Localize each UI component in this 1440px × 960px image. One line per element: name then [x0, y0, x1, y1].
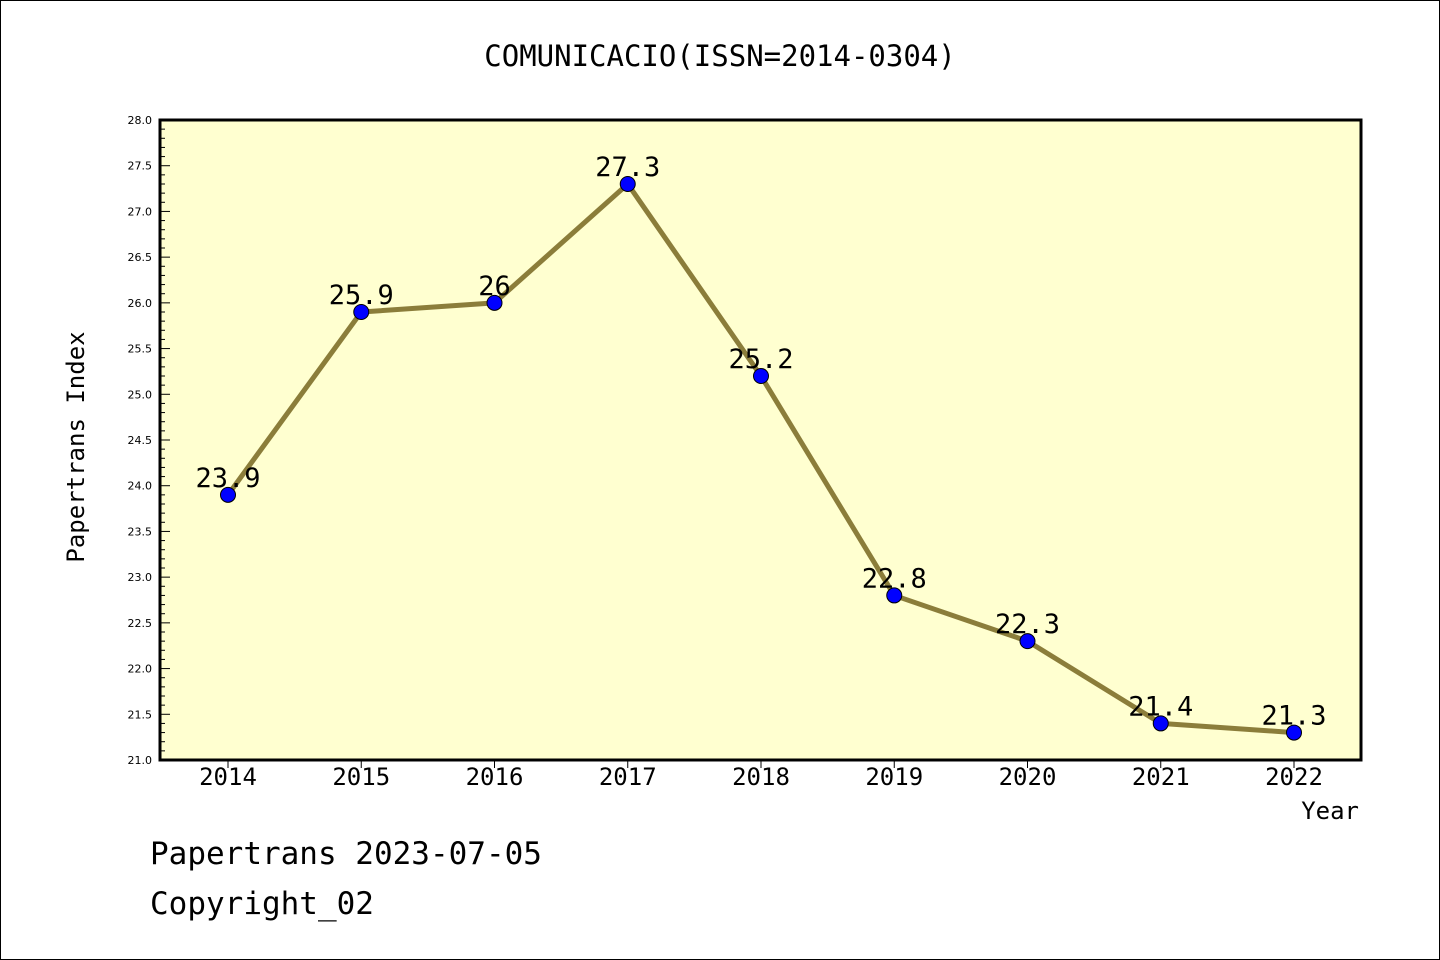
data-point	[353, 304, 370, 320]
y-tick-label: 21.5	[128, 708, 153, 721]
data-label: 25.2	[728, 344, 793, 375]
data-label: 22.8	[862, 563, 927, 594]
footer-date-text: Papertrans 2023-07-05	[150, 836, 542, 872]
y-tick-label: 22.0	[128, 663, 153, 676]
y-tick-label: 26.5	[128, 251, 153, 264]
x-tick-label: 2019	[865, 763, 923, 791]
y-tick-label: 27.0	[128, 205, 153, 218]
data-label: 22.3	[995, 609, 1060, 640]
data-point	[1286, 724, 1302, 741]
data-label: 25.9	[329, 280, 394, 311]
y-tick-label: 21.0	[128, 754, 153, 767]
y-tick-label: 26.0	[128, 297, 153, 310]
y-tick-label: 24.5	[128, 434, 153, 447]
y-tick-label: 24.0	[128, 480, 153, 493]
x-tick-label: 2015	[332, 763, 390, 791]
y-axis: 21.0 21.5 22.0 22.5 23.0 23.5 24.0 24.5 25.0 25.5…	[128, 114, 170, 767]
x-tick-label: 2021	[1132, 763, 1190, 791]
plot-area	[158, 118, 1363, 762]
footer-copyright-text: Copyright_02	[150, 886, 374, 922]
data-labels: 23.9 25.9 26 27.3 25.2 22.8 22.3 21.4 21.3	[195, 152, 1326, 732]
data-point	[1152, 715, 1169, 732]
x-tick-label: 2022	[1265, 763, 1323, 791]
chart-title: COMUNICACIO(ISSN=2014-0304)	[484, 39, 955, 73]
y-tick-label: 28.0	[128, 114, 153, 127]
data-label: 21.4	[1128, 691, 1193, 722]
data-point	[753, 368, 769, 384]
data-label: 21.3	[1261, 701, 1326, 732]
data-point	[486, 294, 503, 311]
x-axis-label: Year	[1301, 797, 1359, 825]
data-label: 23.9	[195, 463, 260, 494]
y-tick-label: 25.5	[128, 343, 153, 356]
data-point	[886, 587, 903, 604]
y-axis-label: Papertrans Index	[62, 331, 90, 562]
y-tick-label: 23.0	[128, 571, 153, 584]
data-point	[220, 486, 236, 503]
y-tick-label: 25.0	[128, 388, 153, 401]
x-tick-label: 2016	[466, 763, 524, 791]
data-label: 26	[478, 271, 511, 302]
x-tick-label: 2014	[199, 763, 257, 791]
data-point	[1019, 633, 1036, 650]
data-label: 27.3	[595, 152, 660, 183]
y-tick-label: 23.5	[128, 525, 153, 538]
series-markers	[220, 176, 1302, 741]
x-tick-label: 2018	[732, 763, 790, 791]
data-point	[619, 176, 636, 192]
x-tick-label: 2017	[599, 763, 657, 791]
y-tick-label: 22.5	[128, 617, 153, 630]
x-tick-label: 2020	[999, 763, 1057, 791]
x-axis: 2014 2015 2016 2017 2018 2019 2020 2021 2022	[199, 760, 1323, 791]
y-tick-label: 27.5	[128, 160, 153, 173]
